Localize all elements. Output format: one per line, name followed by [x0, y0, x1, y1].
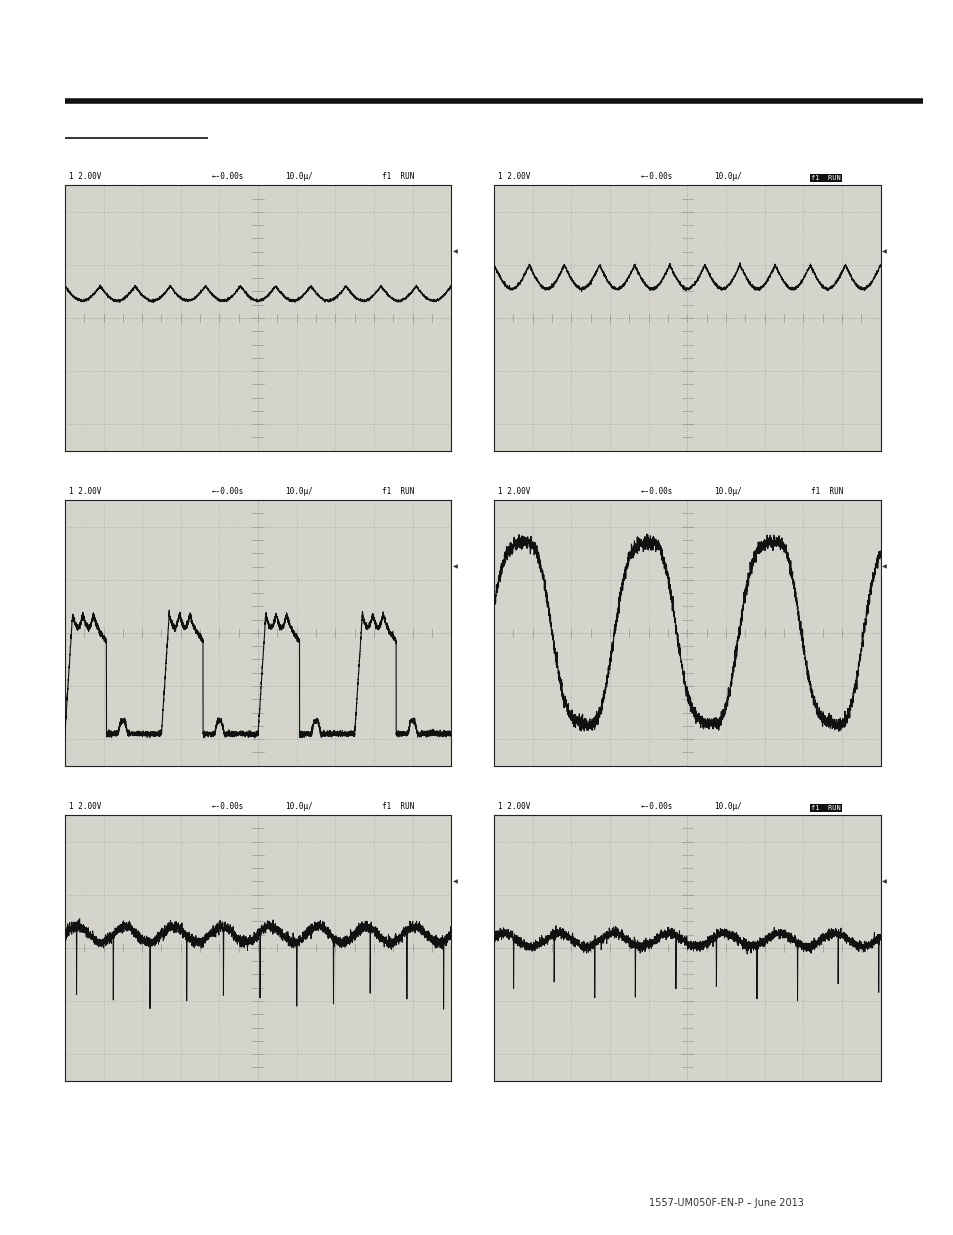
Text: 10.0μ/: 10.0μ/	[714, 802, 741, 811]
Text: 1 2.00V: 1 2.00V	[69, 487, 101, 496]
Text: f1  RUN: f1 RUN	[381, 487, 414, 496]
Text: ◀: ◀	[882, 564, 886, 569]
Text: 10.0μ/: 10.0μ/	[285, 487, 313, 496]
Text: 1 2.00V: 1 2.00V	[497, 172, 530, 182]
Text: ◀: ◀	[453, 564, 457, 569]
Text: 1 2.00V: 1 2.00V	[497, 487, 530, 496]
Text: 10.0μ/: 10.0μ/	[285, 802, 313, 811]
Text: ←-0.00s: ←-0.00s	[212, 487, 244, 496]
Text: f1  RUN: f1 RUN	[810, 175, 840, 182]
Text: 1 2.00V: 1 2.00V	[69, 802, 101, 811]
Text: f1  RUN: f1 RUN	[810, 487, 842, 496]
Text: 1 2.00V: 1 2.00V	[69, 172, 101, 182]
Text: ←-0.00s: ←-0.00s	[640, 172, 673, 182]
Text: 1557-UM050F-EN-P – June 2013: 1557-UM050F-EN-P – June 2013	[648, 1198, 802, 1208]
Text: 10.0μ/: 10.0μ/	[714, 487, 741, 496]
Text: ◀: ◀	[453, 879, 457, 884]
Text: ◀: ◀	[882, 249, 886, 254]
Text: ←-0.00s: ←-0.00s	[212, 172, 244, 182]
Text: f1  RUN: f1 RUN	[381, 802, 414, 811]
Text: ←-0.00s: ←-0.00s	[212, 802, 244, 811]
Text: ◀: ◀	[453, 249, 457, 254]
Text: ←-0.00s: ←-0.00s	[640, 802, 673, 811]
Text: f1  RUN: f1 RUN	[381, 172, 414, 182]
Text: f1  RUN: f1 RUN	[810, 805, 840, 811]
Text: 1 2.00V: 1 2.00V	[497, 802, 530, 811]
Text: 10.0μ/: 10.0μ/	[285, 172, 313, 182]
Text: ←-0.00s: ←-0.00s	[640, 487, 673, 496]
Text: ◀: ◀	[882, 879, 886, 884]
Text: 10.0μ/: 10.0μ/	[714, 172, 741, 182]
